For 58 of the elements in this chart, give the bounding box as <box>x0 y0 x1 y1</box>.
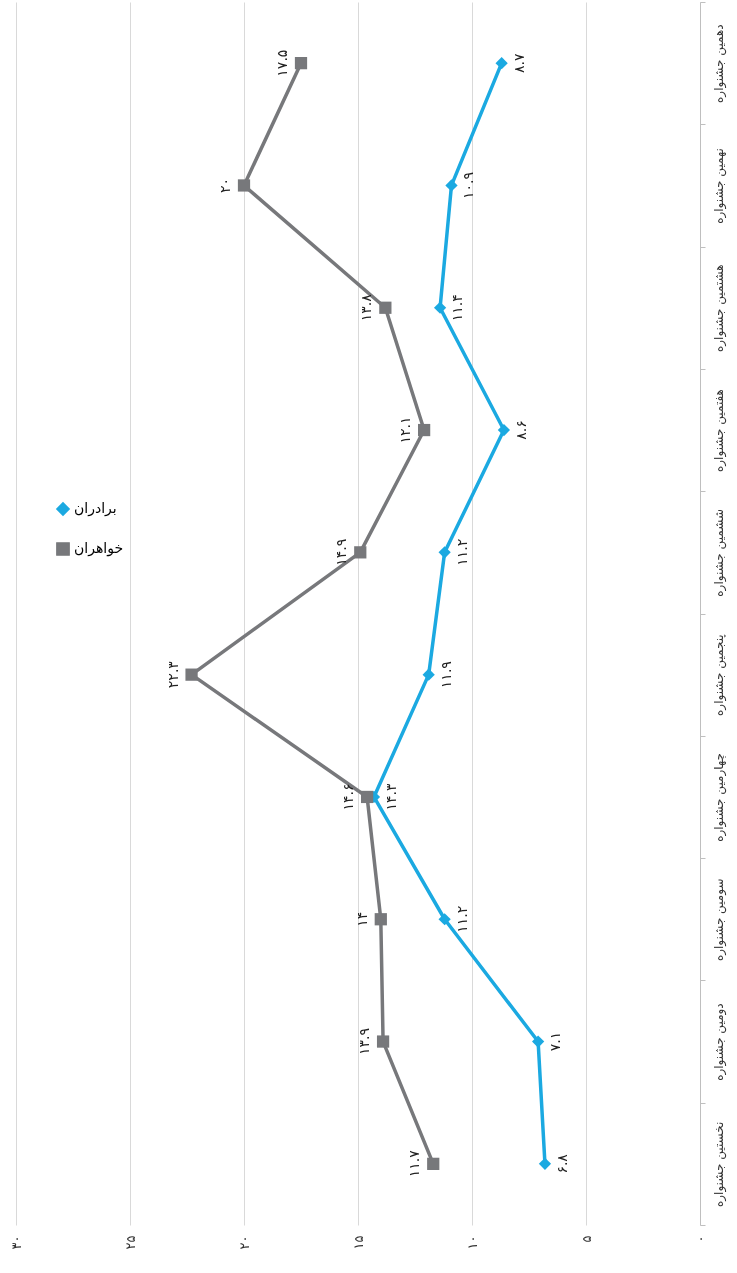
legend-label: برادران <box>74 500 117 517</box>
data-label: ۱۱.۹ <box>437 661 454 689</box>
data-label: ۸.۶ <box>512 420 529 440</box>
data-label: ۲۲.۳ <box>164 660 181 689</box>
data-label: ۱۴.۳ <box>382 782 399 811</box>
data-label: ۱۱.۴ <box>449 294 466 322</box>
data-label: ۶.۸ <box>553 1153 570 1174</box>
point <box>532 1035 545 1048</box>
data-label: ۲۰ <box>217 177 233 193</box>
x-tick-label: ۰ <box>692 1235 708 1243</box>
y-tick-label: ششمین جشنواره <box>711 509 727 597</box>
y-tick-label: هشتمین جشنواره <box>711 264 727 353</box>
point <box>379 301 392 314</box>
point <box>418 423 431 437</box>
point <box>294 57 308 70</box>
point <box>497 423 511 437</box>
point <box>374 913 387 926</box>
x-tick-label: ۱۵ <box>350 1235 366 1250</box>
data-label: ۱۴.۹ <box>333 538 350 566</box>
data-label: ۷.۱ <box>547 1031 564 1052</box>
point <box>427 1157 440 1170</box>
y-tick-label: نخستین جشنواره <box>711 1121 727 1208</box>
point <box>422 668 435 681</box>
data-label: ۱۷.۵ <box>274 49 290 77</box>
data-label: ۱۴.۶ <box>340 783 357 811</box>
point <box>433 301 447 314</box>
y-tick-label: دهمین جشنواره <box>711 24 727 103</box>
point <box>495 57 508 70</box>
point <box>376 1035 390 1048</box>
y-tick-label: چهارمین جشنواره <box>711 753 727 842</box>
point <box>354 546 367 559</box>
x-tick-label: ۱۰ <box>464 1235 480 1250</box>
x-tick-label: ۳۰ <box>8 1235 24 1250</box>
point <box>538 1157 552 1170</box>
point <box>445 179 458 192</box>
data-label: ۸.۷ <box>510 52 527 73</box>
data-label: ۱۲.۱ <box>397 416 414 444</box>
point <box>361 790 374 804</box>
legend-label: خواهران <box>74 540 124 557</box>
data-label: ۱۱.۷ <box>406 1149 423 1178</box>
y-tick-label: دومین جشنواره <box>711 1003 727 1081</box>
data-label: ۱۱.۲ <box>453 538 470 566</box>
x-tick-label: ۲۵ <box>122 1235 138 1250</box>
data-label: ۱۳.۹ <box>356 1028 373 1056</box>
y-tick-label: هفتمین جشنواره <box>711 389 727 472</box>
y-tick-label: نهمین جشنواره <box>711 148 727 224</box>
y-tick-label: پنجمین جشنواره <box>711 634 727 716</box>
point <box>438 546 451 559</box>
y-tick-label: سومین جشنواره <box>711 878 727 962</box>
data-label: ۱۰.۹ <box>460 171 477 199</box>
point <box>438 913 451 926</box>
x-tick-label: ۵ <box>578 1235 594 1243</box>
data-label: ۱۱.۲ <box>453 905 470 933</box>
x-tick-label: ۲۰ <box>236 1235 252 1250</box>
data-label: ۱۳.۸ <box>358 293 375 322</box>
data-label: ۱۴ <box>353 911 370 927</box>
point <box>237 179 251 192</box>
point <box>185 668 198 681</box>
